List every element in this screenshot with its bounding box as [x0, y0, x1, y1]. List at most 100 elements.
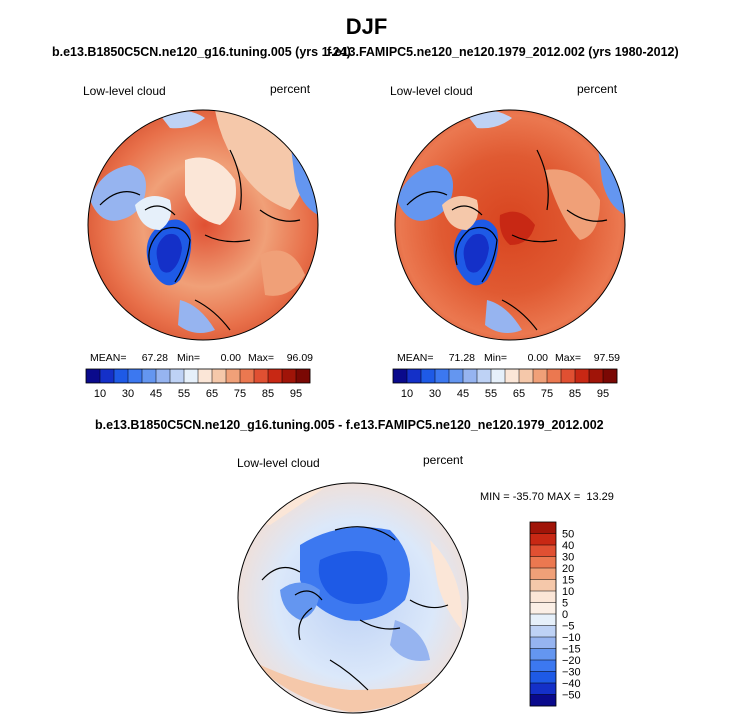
- panel1-colorbar-box-12: [254, 369, 269, 383]
- panel1-max-label: Max=: [248, 352, 274, 364]
- panel3-colorbar-tick-label: 0: [562, 609, 568, 621]
- panel1-colorbar-box-9: [212, 369, 227, 383]
- panel3-colorbar-box-4: [530, 568, 556, 580]
- panel2-colorbar: 10 30 45 55 65 75 85 95: [392, 368, 618, 400]
- panel2-colorbar-tick-label: 45: [457, 388, 469, 400]
- panel2-southwest-blue: [485, 300, 522, 334]
- panel3-colorbar-box-9: [530, 625, 556, 638]
- panel2-colorbar-tick-label: 30: [429, 388, 441, 400]
- panel3-colorbar-box-3: [530, 556, 556, 569]
- panel2-title: f.e13.FAMIPC5.ne120_ne120.1979_2012.002 …: [327, 45, 679, 59]
- panel1-colorbar-box-3: [128, 369, 143, 383]
- panel2-north-edge-blue: [467, 110, 512, 129]
- panel1-colorbar-box-11: [240, 369, 255, 383]
- panel2-colorbar-box-4: [449, 369, 464, 383]
- panel2-greenland-core: [463, 233, 489, 273]
- panel2-max-value: 97.59: [593, 352, 620, 364]
- panel3-colorbar-box-5: [530, 579, 556, 592]
- panel3-rim-positive-south: [250, 660, 440, 712]
- panel2-variable-label: Low-level cloud: [390, 84, 473, 98]
- panel2-mean-label: MEAN=: [397, 352, 434, 364]
- panel2-polar-map: [394, 109, 626, 341]
- panel2-colorbar-box-10: [533, 369, 548, 383]
- panel1-arctic-ocean-pale: [185, 157, 236, 225]
- panel1-colorbar-tick-label: 10: [94, 388, 106, 400]
- panel3-colorbar-tick-label: 40: [562, 540, 574, 552]
- panel3-east-positive: [430, 540, 463, 630]
- panel3-colorbar-box-1: [530, 533, 556, 546]
- panel2-colorbar-box-11: [547, 369, 562, 383]
- panel1-map-border: [87, 109, 319, 341]
- panel1-colorbar-box-13: [268, 369, 283, 383]
- panel1-greenland-core: [156, 233, 182, 273]
- panel3-title: b.e13.B1850C5CN.ne120_g16.tuning.005 - f…: [95, 418, 604, 432]
- panel1-colorbar-tick-label: 45: [150, 388, 162, 400]
- panel1-variable-label: Low-level cloud: [83, 84, 166, 98]
- panel1-europe-pale: [260, 250, 305, 296]
- panel1-colorbar-tick-label: 75: [234, 388, 246, 400]
- panel1-southwest-blue: [178, 300, 215, 334]
- panel3-colorbar-box-11: [530, 648, 556, 661]
- panel1-north-edge-blue: [160, 110, 205, 129]
- panel3-europe-negative: [390, 620, 430, 661]
- panel2-mean-value: 71.28: [448, 352, 475, 364]
- panel3-stats: MIN = -35.70 MAX = 13.29: [480, 491, 614, 503]
- panel1-colorbar-box-15: [296, 369, 311, 383]
- panel1-polar-map: [87, 109, 319, 341]
- panel3-colorbar-tick-label: −30: [562, 667, 581, 679]
- panel1-colorbar-tick-label: 30: [122, 388, 134, 400]
- panel3-units-label: percent: [423, 453, 464, 467]
- panel3-colorbar-box-7: [530, 602, 556, 615]
- panel1-colorbar-box-7: [184, 369, 199, 383]
- panel1-colorbar-box-10: [226, 369, 241, 383]
- panel1-colorbar-box-14: [282, 369, 297, 383]
- panel3-coastlines: [261, 526, 449, 691]
- panel3-colorbar-tick-label: 50: [562, 529, 574, 541]
- panel2-min-label: Min=: [484, 352, 508, 364]
- panel3-colorbar-box-10: [530, 637, 556, 649]
- panel1-title: b.e13.B1850C5CN.ne120_g16.tuning.005 (yr…: [52, 45, 351, 59]
- panel3-colorbar-box-12: [530, 660, 556, 672]
- panel2-colorbar-tick-label: 75: [541, 388, 553, 400]
- panel2-stats: MEAN= 71.28 Min= 0.00 Max= 97.59: [397, 352, 622, 366]
- panel3-colorbar-box-0: [530, 522, 556, 534]
- panel1-colorbar-box-4: [142, 369, 157, 383]
- panel2-colorbar-tick-label: 10: [401, 388, 413, 400]
- panel2-colorbar-box-5: [463, 369, 478, 383]
- panel3-colorbar-tick-label: 5: [562, 598, 568, 610]
- panel3-colorbar-tick-label: −10: [562, 632, 581, 644]
- panel1-mean-value: 67.28: [141, 352, 168, 364]
- panel1-stats: MEAN= 67.28 Min= 0.00 Max= 96.09: [90, 352, 315, 366]
- panel2-colorbar-box-14: [589, 369, 604, 383]
- panel2-max-label: Max=: [555, 352, 581, 364]
- panel2-colorbar-tick-label: 85: [569, 388, 581, 400]
- panel1-canadian-archipelago: [135, 196, 172, 230]
- panel2-map-border: [394, 109, 626, 341]
- panel2-colorbar-tick-label: 95: [597, 388, 609, 400]
- panel1-colorbar-box-1: [100, 369, 115, 383]
- panel2-colorbar-box-13: [575, 369, 590, 383]
- panel3-colorbar-box-8: [530, 614, 556, 626]
- panel3-colorbar-tick-label: 20: [562, 563, 574, 575]
- panel1-coastlines: [99, 149, 301, 331]
- panel2-colorbar-box-9: [519, 369, 534, 383]
- panel2-colorbar-box-8: [505, 369, 520, 383]
- panel1-colorbar: 10 30 45 55 65 75 85 95: [85, 368, 311, 400]
- panel3-map-border: [237, 482, 469, 714]
- panel1-min-label: Min=: [177, 352, 201, 364]
- panel3-colorbar-box-2: [530, 545, 556, 557]
- panel3-colorbar-tick-label: 15: [562, 575, 574, 587]
- panel2-central-dark-core: [499, 211, 535, 245]
- panel1-colorbar-tick-label: 55: [178, 388, 190, 400]
- panel1-min-value: 0.00: [220, 352, 241, 364]
- panel2-colorbar-box-0: [393, 369, 408, 383]
- panel1-colorbar-box-2: [114, 369, 129, 383]
- panel2-colorbar-box-7: [491, 369, 506, 383]
- panel2-colorbar-tick-label: 65: [513, 388, 525, 400]
- panel3-colorbar-tick-label: 10: [562, 586, 574, 598]
- panel1-map-background: [88, 110, 318, 340]
- panel1-colorbar-box-8: [198, 369, 213, 383]
- panel3-colorbar-tick-label: 30: [562, 552, 574, 564]
- panel2-colorbar-box-6: [477, 369, 492, 383]
